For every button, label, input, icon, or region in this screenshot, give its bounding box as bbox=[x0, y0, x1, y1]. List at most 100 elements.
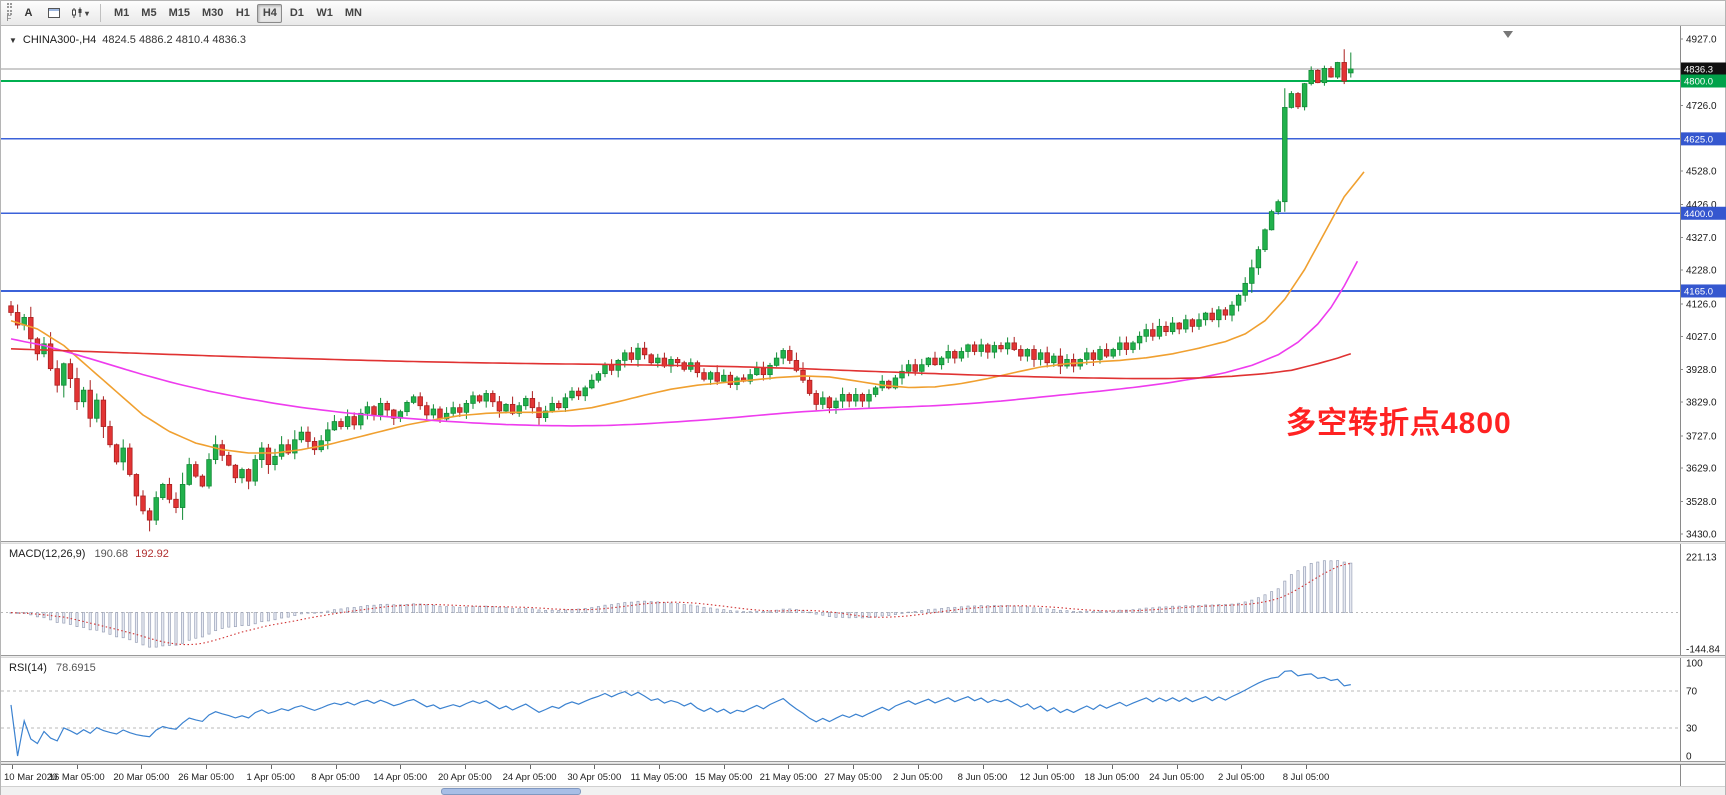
candle[interactable] bbox=[886, 379, 892, 390]
time-axis[interactable]: 10 Mar 2020 16 Mar 05:00 20 Mar 05:00 26 Ma… bbox=[1, 764, 1725, 786]
candle[interactable] bbox=[1315, 69, 1321, 84]
candle[interactable] bbox=[767, 362, 773, 380]
candle[interactable] bbox=[206, 453, 212, 489]
candle[interactable] bbox=[800, 362, 806, 383]
timeframe-button-d1[interactable]: D1 bbox=[284, 4, 309, 23]
candle[interactable] bbox=[1209, 307, 1215, 323]
candle[interactable] bbox=[1123, 336, 1130, 356]
candle[interactable] bbox=[879, 375, 885, 392]
candle[interactable] bbox=[1328, 66, 1334, 78]
timeframe-button-m30[interactable]: M30 bbox=[197, 4, 228, 23]
candle[interactable] bbox=[998, 342, 1004, 353]
candle[interactable] bbox=[14, 304, 21, 329]
candle[interactable] bbox=[113, 443, 120, 465]
candle[interactable] bbox=[1288, 91, 1295, 109]
candle[interactable] bbox=[701, 368, 707, 382]
candle[interactable] bbox=[958, 347, 965, 362]
candle[interactable] bbox=[1235, 293, 1242, 312]
candle[interactable] bbox=[1189, 318, 1196, 333]
candle[interactable] bbox=[47, 332, 54, 371]
candle[interactable] bbox=[127, 443, 133, 477]
candle[interactable] bbox=[516, 402, 522, 417]
rsi-panel[interactable]: 100 70 30 0 RSI(14) 78.6915 bbox=[1, 658, 1725, 761]
candle[interactable] bbox=[476, 394, 483, 404]
candle[interactable] bbox=[1169, 317, 1176, 335]
panel-divider[interactable] bbox=[1, 655, 1725, 658]
timeframe-button-h1[interactable]: H1 bbox=[230, 4, 255, 23]
candle[interactable] bbox=[806, 375, 813, 396]
candle[interactable] bbox=[239, 467, 245, 484]
candle[interactable] bbox=[397, 409, 404, 423]
candle[interactable] bbox=[833, 397, 839, 414]
candle[interactable] bbox=[8, 300, 14, 316]
candle[interactable] bbox=[529, 391, 536, 414]
candle[interactable] bbox=[780, 348, 786, 365]
candle[interactable] bbox=[608, 359, 615, 376]
rsi-chart[interactable]: 100 70 30 0 bbox=[1, 658, 1726, 761]
candle[interactable] bbox=[67, 358, 74, 388]
candle[interactable] bbox=[589, 374, 595, 390]
candle[interactable] bbox=[859, 392, 866, 407]
candle[interactable] bbox=[74, 367, 80, 410]
candle[interactable] bbox=[80, 386, 87, 408]
macd-panel[interactable]: 221.13 -144.84 MACD(12,26,9) 190.68 192.9… bbox=[1, 544, 1725, 655]
chart-type-button[interactable]: ▾ bbox=[67, 3, 93, 23]
candle[interactable] bbox=[727, 371, 734, 388]
candle[interactable] bbox=[536, 401, 542, 425]
candle[interactable] bbox=[443, 407, 450, 421]
candle[interactable] bbox=[932, 351, 938, 366]
timeframe-button-m15[interactable]: M15 bbox=[164, 4, 195, 23]
candle[interactable] bbox=[1090, 349, 1097, 366]
candle[interactable] bbox=[483, 390, 489, 408]
candle[interactable] bbox=[965, 343, 971, 358]
candle[interactable] bbox=[371, 405, 377, 421]
candle[interactable] bbox=[430, 404, 437, 419]
panel-divider[interactable] bbox=[1, 761, 1725, 764]
candle[interactable] bbox=[173, 492, 179, 514]
candle[interactable] bbox=[1163, 321, 1169, 336]
candle[interactable] bbox=[1308, 66, 1314, 86]
candle[interactable] bbox=[905, 359, 912, 377]
candle[interactable] bbox=[21, 313, 27, 331]
candle[interactable] bbox=[87, 380, 93, 428]
candle[interactable] bbox=[1321, 65, 1328, 86]
candle[interactable] bbox=[384, 400, 390, 416]
candle[interactable] bbox=[311, 437, 318, 455]
candle[interactable] bbox=[94, 393, 100, 423]
candle[interactable] bbox=[1196, 313, 1202, 330]
panel-divider[interactable] bbox=[1, 541, 1725, 544]
candle[interactable] bbox=[1150, 322, 1156, 341]
candle[interactable] bbox=[252, 454, 258, 486]
candle[interactable] bbox=[899, 364, 905, 385]
candle[interactable] bbox=[978, 338, 984, 357]
scrollbar-thumb[interactable] bbox=[441, 788, 581, 795]
candle[interactable] bbox=[417, 392, 423, 410]
candle[interactable] bbox=[1064, 354, 1070, 369]
candle[interactable] bbox=[1143, 323, 1149, 343]
candle[interactable] bbox=[707, 370, 714, 386]
candle[interactable] bbox=[503, 403, 509, 414]
candle[interactable] bbox=[305, 426, 311, 448]
candle[interactable] bbox=[410, 394, 417, 405]
candle[interactable] bbox=[773, 352, 780, 367]
candle[interactable] bbox=[1103, 343, 1110, 358]
candle[interactable] bbox=[1268, 209, 1275, 231]
candle[interactable] bbox=[641, 341, 648, 360]
candle[interactable] bbox=[54, 360, 60, 393]
toolbar-grip[interactable]: F bbox=[3, 1, 15, 26]
candle[interactable] bbox=[100, 396, 107, 438]
candle[interactable] bbox=[945, 344, 951, 364]
candle[interactable] bbox=[1275, 199, 1281, 215]
candles-group[interactable] bbox=[8, 49, 1354, 532]
candle[interactable] bbox=[61, 362, 67, 398]
candle[interactable] bbox=[34, 337, 41, 361]
candle[interactable] bbox=[1024, 348, 1031, 362]
timeframe-button-mn[interactable]: MN bbox=[340, 4, 367, 23]
candle[interactable] bbox=[1004, 337, 1011, 355]
candle[interactable] bbox=[1077, 358, 1083, 370]
candle[interactable] bbox=[298, 426, 305, 443]
candle[interactable] bbox=[1295, 92, 1301, 110]
timeframe-button-m5[interactable]: M5 bbox=[136, 4, 161, 23]
candle[interactable] bbox=[569, 387, 575, 401]
candle[interactable] bbox=[292, 430, 298, 460]
